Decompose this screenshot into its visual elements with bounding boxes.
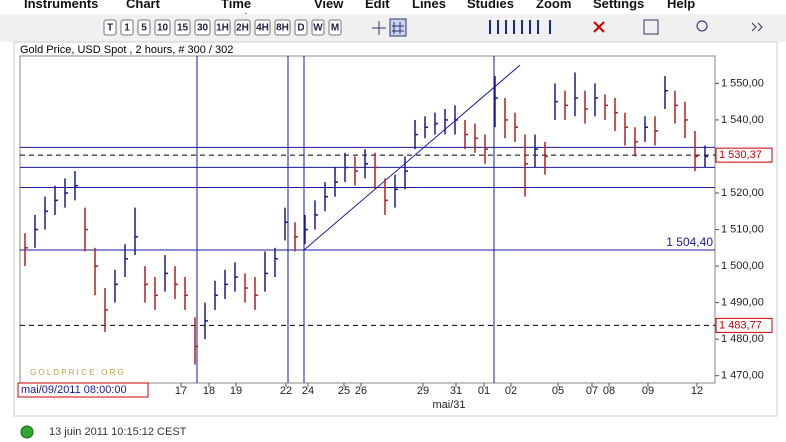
x-month-label: mai/31 xyxy=(432,399,465,411)
toolbar-button[interactable] xyxy=(234,19,251,36)
crosshair-icon xyxy=(372,21,386,35)
x-tick-label: 07 xyxy=(586,385,598,397)
x-tick-label: 02 xyxy=(505,385,517,397)
x-tick-label: 24 xyxy=(302,385,314,397)
toolbar-button-label: D xyxy=(297,23,304,34)
grid-icon-lines xyxy=(392,22,404,34)
line-tools[interactable] xyxy=(489,20,551,34)
toolbar-button[interactable] xyxy=(103,19,117,36)
cursor-box xyxy=(17,382,149,398)
toolbar-button[interactable] xyxy=(328,19,342,36)
toolbar-button[interactable] xyxy=(194,19,211,36)
menu-item[interactable]: Zoom xyxy=(536,0,572,11)
y-tick-label: 1 520,00 xyxy=(721,187,764,199)
x-tick-label: 26 xyxy=(355,385,367,397)
status-text: 13 juin 2011 10:15:12 CEST xyxy=(49,426,187,438)
menu-item[interactable]: View xyxy=(314,0,344,11)
level-label: 1 530,37 xyxy=(719,149,762,161)
more-icon[interactable] xyxy=(751,22,763,32)
toolbar-button-label: 1 xyxy=(124,23,130,34)
plot-area xyxy=(19,55,716,384)
toolbar-button[interactable] xyxy=(214,19,231,36)
trend-line xyxy=(303,64,521,251)
toolbar-button-label: 30 xyxy=(197,23,209,34)
toolbar-button[interactable] xyxy=(294,19,308,36)
x-tick-label: 12 xyxy=(691,385,703,397)
toolbar-button-label: 2H xyxy=(236,23,249,34)
x-tick-label: 18 xyxy=(203,385,215,397)
x-tick-label: 25 xyxy=(338,385,350,397)
x-tick-label: 22 xyxy=(280,385,292,397)
toolbar-icons xyxy=(372,18,763,37)
toolbar-button-label: 4H xyxy=(256,23,269,34)
print-icon[interactable] xyxy=(643,19,659,35)
toolbar-button-label: W xyxy=(313,23,323,34)
menu-item[interactable]: Settings xyxy=(593,0,645,11)
x-tick-label: 01 xyxy=(478,385,490,397)
menu-item[interactable]: Help xyxy=(667,0,696,11)
level-label: 1 504,40 xyxy=(666,235,713,249)
toolbar-button-label: 10 xyxy=(157,23,169,34)
menu-item[interactable]: Lines xyxy=(412,0,446,11)
toolbar-button-label: 5 xyxy=(141,23,147,34)
x-tick-label: 31 xyxy=(450,385,462,397)
plot: G O L D P R I C E . O R G xyxy=(20,56,715,383)
x-tick-label: 09 xyxy=(642,385,654,397)
menu-item[interactable]: Studies xyxy=(467,0,514,11)
delete-icon[interactable] xyxy=(593,21,605,33)
toolbar-button-label: 15 xyxy=(177,23,189,34)
level-box xyxy=(715,147,773,163)
toolbar-button-label: M xyxy=(331,23,339,34)
level-box xyxy=(715,317,773,333)
chart-title: Gold Price, USD Spot , 2 hours, # 300 / … xyxy=(20,44,233,56)
y-tick-label: 1 540,00 xyxy=(721,114,764,126)
x-tick-label: 29 xyxy=(417,385,429,397)
watermark: G O L D P R I C E . O R G xyxy=(30,368,124,377)
y-tick-label: 1 480,00 xyxy=(721,333,764,345)
x-tick-label: 17 xyxy=(175,385,187,397)
y-tick-label: 1 470,00 xyxy=(721,370,764,382)
cursor-label: mai/09/2011 08:00:00 xyxy=(21,384,127,396)
toolbar-button-label: T xyxy=(107,23,113,34)
toolbar-button[interactable] xyxy=(254,19,271,36)
y-tick-label: 1 490,00 xyxy=(721,297,764,309)
y-tick-label: 1 550,00 xyxy=(721,77,764,89)
toolbar-button-label: 8H xyxy=(276,23,289,34)
status-indicator xyxy=(20,425,34,439)
toolbar-button[interactable] xyxy=(174,19,191,36)
x-tick-label: 08 xyxy=(603,385,615,397)
level-label: 1 483,77 xyxy=(719,319,762,331)
toolbar-button[interactable] xyxy=(311,19,325,36)
zoom-icon[interactable] xyxy=(696,20,708,32)
grid-icon xyxy=(389,18,407,37)
y-tick-label: 1 510,00 xyxy=(721,223,764,235)
toolbar-button[interactable] xyxy=(137,19,151,36)
x-tick-label: 05 xyxy=(552,385,564,397)
toolbar-button[interactable] xyxy=(120,19,134,36)
toolbar-button[interactable] xyxy=(274,19,291,36)
x-tick-label: 19 xyxy=(230,385,242,397)
menu-item[interactable]: Instruments xyxy=(24,0,99,11)
y-tick-label: 1 500,00 xyxy=(721,260,764,272)
toolbar-button-label: 1H xyxy=(216,23,229,34)
menu-item[interactable]: Edit xyxy=(365,0,390,11)
toolbar-button[interactable] xyxy=(154,19,171,36)
